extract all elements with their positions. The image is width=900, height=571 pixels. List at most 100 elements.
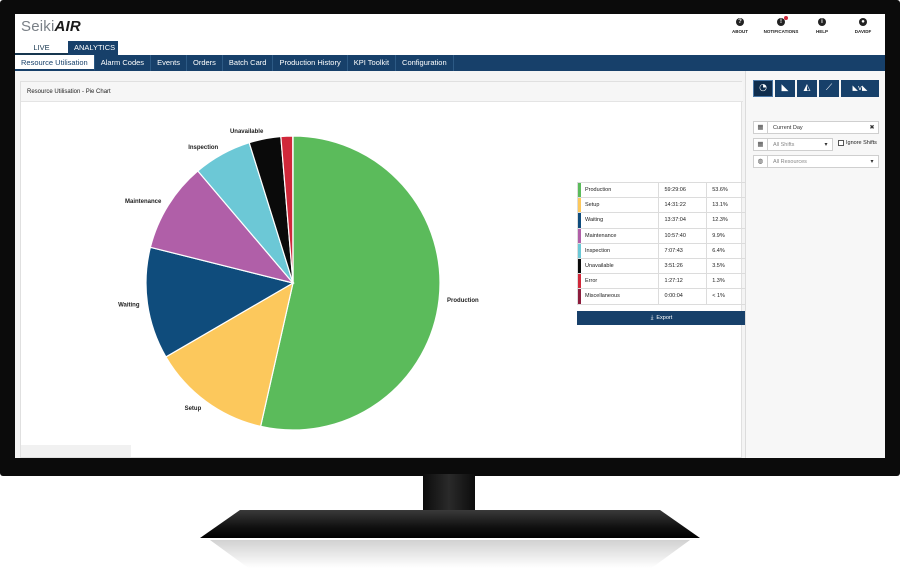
user-name-label: DAVIDF	[854, 29, 872, 34]
legend-name: Setup	[576, 197, 660, 214]
export-button[interactable]: ⤓ Export	[577, 311, 746, 325]
pie-slice-waiting[interactable]	[145, 246, 295, 358]
about-label: ABOUT	[732, 29, 748, 34]
monitor-reflection	[210, 540, 690, 568]
pie-label-waiting: Waiting	[118, 303, 140, 309]
pie-label-maintenance: Maintenance	[125, 199, 162, 205]
main-tab-bar: LIVE STATUS ANALYTICS	[15, 41, 885, 66]
legend-percent: < 1%	[706, 288, 746, 305]
legend-swatch	[578, 289, 581, 304]
date-range-value: Current Day	[773, 124, 803, 131]
header-icon-bar: ? ABOUT ! NOTIFICATIONS i HELP ● DAVIDF	[724, 16, 879, 34]
legend-swatch	[578, 198, 581, 213]
legend-swatch	[578, 243, 581, 258]
monitor-frame: SeikiAIR ? ABOUT ! NOTIFICATIONS i HELP …	[0, 0, 900, 476]
compare-view-button[interactable]: ◣v◣	[841, 80, 879, 97]
legend-row: Maintenance 10:57:40 9.9%	[576, 227, 746, 244]
analytics-subnav: Resource Utilisation Alarm Codes Events …	[15, 55, 885, 71]
area-chart-view-button[interactable]: ◣	[775, 80, 795, 97]
area-zoom-view-button[interactable]: ◭	[797, 80, 817, 97]
help-label: HELP	[815, 29, 828, 34]
legend-time: 13:37:04	[658, 212, 708, 229]
subtab-production-history[interactable]: Production History	[273, 55, 348, 71]
legend-row: Inspection 7:07:43 6.4%	[576, 242, 746, 259]
legend-time: 10:57:40	[658, 227, 708, 244]
tab-live-status[interactable]: LIVE STATUS	[15, 41, 68, 66]
info-icon: i	[818, 18, 826, 26]
legend-percent: 12.3%	[706, 212, 746, 229]
panel-footer	[21, 445, 131, 457]
app-logo[interactable]: SeikiAIR	[21, 18, 81, 35]
help-button[interactable]: i HELP	[806, 18, 838, 34]
pie-chart-icon: ◔	[759, 83, 767, 93]
pie-slice-setup[interactable]	[165, 281, 294, 428]
legend-name: Unavailable	[576, 257, 660, 275]
user-icon: ●	[859, 18, 867, 26]
subtab-configuration[interactable]: Configuration	[396, 55, 454, 71]
chevron-down-icon: ▾	[824, 141, 828, 148]
clear-date-icon[interactable]: ✖	[869, 124, 875, 131]
legend-percent: 53.6%	[706, 181, 746, 199]
subtab-resource-utilisation[interactable]: Resource Utilisation	[15, 55, 95, 71]
area-zoom-icon: ◭	[803, 83, 811, 93]
ignore-shifts-label: Ignore Shifts	[846, 140, 877, 146]
chart-type-toolbar: ◔ ◣ ◭ ⟋ ◣v◣	[753, 80, 879, 97]
bell-icon: !	[777, 16, 788, 26]
panel-title: Resource Utilisation - Pie Chart	[21, 82, 743, 102]
content-area: Resource Utilisation - Pie Chart Product…	[15, 71, 746, 458]
notifications-button[interactable]: ! NOTIFICATIONS	[764, 16, 798, 34]
pie-label-inspection: Inspection	[188, 145, 218, 151]
legend-swatch	[578, 228, 581, 243]
legend-percent: 6.4%	[706, 242, 746, 259]
tab-analytics[interactable]: ANALYTICS	[68, 41, 118, 55]
legend-name: Production	[576, 181, 660, 199]
app-screen: SeikiAIR ? ABOUT ! NOTIFICATIONS i HELP …	[15, 14, 885, 458]
legend-percent: 3.5%	[706, 257, 746, 275]
legend-name: Waiting	[576, 212, 660, 229]
legend-percent: 13.1%	[706, 197, 746, 214]
chart-panel: Resource Utilisation - Pie Chart Product…	[20, 81, 746, 458]
checkbox-box[interactable]	[838, 140, 844, 146]
legend-table: Production 59:29:06 53.6% Setup 14:31:22 13.1…	[576, 181, 746, 305]
user-menu-button[interactable]: ● DAVIDF	[847, 18, 879, 34]
subtab-orders[interactable]: Orders	[187, 55, 223, 71]
subtab-kpi-toolkit[interactable]: KPI Toolkit	[348, 55, 397, 71]
legend-row: Waiting 13:37:04 12.3%	[576, 212, 746, 229]
logo-suffix: AIR	[54, 18, 81, 35]
legend-swatch	[578, 183, 581, 198]
about-button[interactable]: ? ABOUT	[724, 18, 756, 34]
legend-row: Unavailable 3:51:26 3.5%	[576, 257, 746, 275]
resources-placeholder: All Resources	[773, 158, 807, 165]
resources-select[interactable]: ◍ All Resources ▾	[753, 155, 879, 168]
legend-time: 7:07:43	[658, 242, 708, 259]
pie-slice-production[interactable]	[259, 135, 441, 431]
globe-icon: ◍	[754, 156, 768, 167]
shifts-placeholder: All Shifts	[773, 141, 795, 148]
subtab-events[interactable]: Events	[151, 55, 187, 71]
top-header: SeikiAIR ? ABOUT ! NOTIFICATIONS i HELP …	[15, 14, 885, 41]
line-chart-view-button[interactable]: ⟋	[819, 80, 839, 97]
download-icon: ⤓	[650, 315, 654, 321]
legend-name: Inspection	[576, 242, 660, 259]
pie-chart-view-button[interactable]: ◔	[753, 80, 773, 97]
shifts-select[interactable]: ▦ All Shifts ▾	[753, 138, 833, 151]
legend-time: 59:29:06	[658, 181, 708, 199]
subtab-alarm-codes[interactable]: Alarm Codes	[95, 55, 152, 71]
export-label: Export	[656, 315, 673, 321]
legend-row: Miscellaneous 0:00:04 < 1%	[576, 288, 746, 305]
legend-percent: 1.3%	[706, 273, 746, 290]
monitor-base	[200, 510, 700, 538]
pie-slice-maintenance[interactable]	[149, 170, 295, 285]
subtab-batch-card[interactable]: Batch Card	[223, 55, 274, 71]
legend-swatch	[578, 213, 581, 228]
date-range-field[interactable]: ▦ Current Day ✖	[753, 121, 879, 134]
pie-chart: Production Setup Waiting Maintenance Inspect…	[118, 129, 479, 431]
question-icon: ?	[736, 18, 744, 26]
area-chart-icon: ◣	[781, 83, 789, 93]
legend-time: 3:51:26	[658, 257, 708, 275]
legend-row: Error 1:27:12 1.3%	[576, 273, 746, 290]
legend-percent: 9.9%	[706, 227, 746, 244]
chevron-down-icon: ▾	[870, 158, 874, 165]
ignore-shifts-checkbox[interactable]: Ignore Shifts	[838, 140, 877, 146]
logo-prefix: Seiki	[21, 18, 55, 35]
